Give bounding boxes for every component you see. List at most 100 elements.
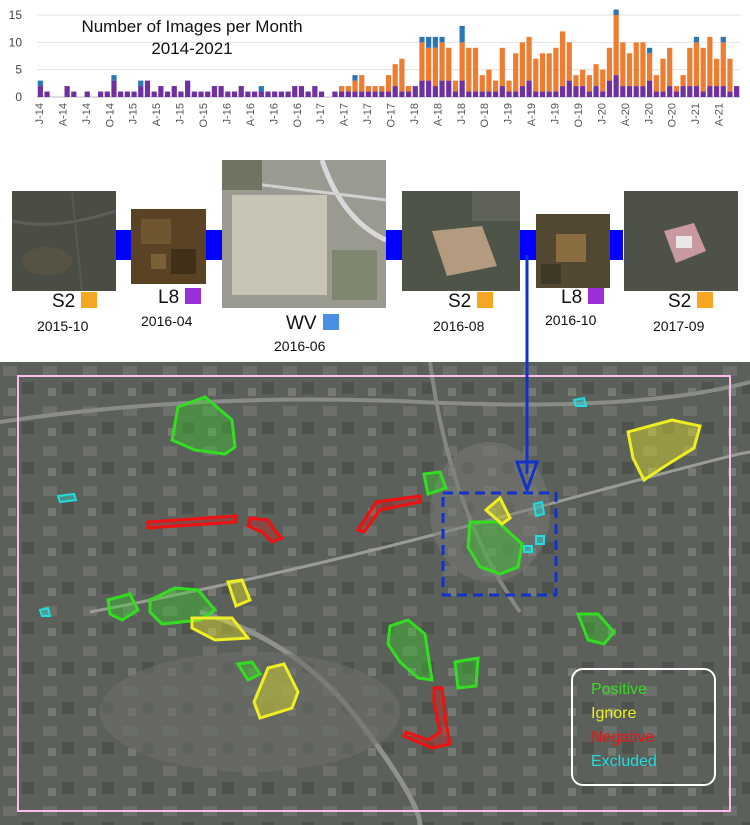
bar-segment-series-0	[620, 86, 626, 97]
x-tick-label: J-16	[221, 103, 233, 124]
sensor-swatch-l8	[185, 288, 202, 304]
map-legend: Positive Ignore Negative Excluded	[571, 668, 716, 786]
bar-segment-series-0	[653, 91, 659, 97]
caption-sensor-label-0: S2	[52, 291, 76, 312]
bar-segment-series-0	[446, 80, 452, 97]
bar-segment-series-0	[278, 91, 284, 97]
bar-segment-series-0	[539, 91, 546, 97]
bar-segment-series-1	[359, 75, 365, 92]
bar-segment-series-0	[251, 91, 258, 97]
bar-segment-series-1	[399, 58, 405, 92]
bar-segment-series-0	[305, 91, 311, 97]
caption-date-0: 2015-10	[37, 318, 89, 334]
bar-segment-series-1	[620, 42, 626, 87]
bar-segment-series-0	[452, 91, 459, 97]
bar-segment-series-0	[205, 91, 211, 97]
bar-segment-series-1	[626, 53, 633, 87]
caption-sensor-label-2: WV	[286, 313, 317, 334]
x-tick-label: J-17	[315, 103, 327, 124]
thumbnail-l8-2016-10	[536, 214, 610, 288]
bar-segment-series-0	[191, 91, 197, 97]
caption-sensor-1: L8	[158, 287, 202, 309]
negative-region	[401, 686, 452, 750]
thumbnail-l8-2016-04	[131, 209, 206, 284]
bar-segment-series-1	[345, 86, 351, 92]
bar-segment-series-1	[667, 47, 673, 87]
bar-segment-series-0	[124, 91, 130, 97]
bar-segment-series-0	[318, 91, 325, 97]
bar-segment-series-0	[171, 86, 177, 97]
x-tick-label: J-18	[409, 103, 421, 124]
bar-segment-series-0	[419, 80, 425, 97]
bar-segment-series-0	[593, 86, 599, 97]
x-tick-label: A-17	[339, 103, 351, 126]
bar-segment-series-0	[352, 91, 358, 97]
bar-segment-series-0	[613, 75, 619, 97]
caption-sensor-label-5: S2	[668, 291, 692, 312]
bar-segment-series-0	[265, 91, 271, 97]
bar-segment-series-0	[312, 86, 318, 97]
bar-segment-series-1	[727, 58, 733, 92]
y-axis-ticks: 0 5 10 15	[9, 8, 23, 104]
bar-segment-series-0	[707, 86, 713, 97]
bar-segment-series-0	[426, 80, 432, 97]
bar-segment-series-1	[446, 47, 452, 81]
bar-segment-series-1	[352, 80, 358, 92]
bar-segment-series-1	[533, 58, 539, 92]
positive-region	[386, 618, 434, 682]
x-tick-label: J-18	[456, 103, 468, 124]
map-frame	[17, 375, 731, 812]
bar-segment-series-0	[700, 91, 706, 97]
bar-segment-series-0	[586, 91, 592, 97]
chart-title-line1: Number of Images per Month	[81, 17, 303, 36]
roi-dashed-box	[441, 491, 558, 597]
bar-segment-series-0	[185, 80, 191, 97]
caption-sensor-5: S2	[668, 291, 714, 313]
bar-segment-series-1	[660, 58, 666, 92]
chart-title: Number of Images per Month 2014-2021	[52, 16, 332, 60]
bar-segment-series-0	[693, 86, 700, 97]
caption-date-2: 2016-06	[274, 338, 326, 354]
bar-segment-series-1	[432, 47, 438, 87]
bar-segment-series-1	[539, 53, 546, 92]
bar-segment-series-0	[245, 91, 251, 97]
bar-segment-series-0	[97, 91, 104, 97]
bar-segment-series-1	[526, 36, 532, 81]
x-tick-label: O-19	[573, 103, 585, 127]
x-tick-label: A-20	[620, 103, 632, 126]
bar-segment-series-0	[600, 91, 606, 97]
bar-segment-series-0	[84, 91, 90, 97]
bar-segment-series-0	[486, 91, 492, 97]
legend-excluded: Excluded	[591, 753, 657, 770]
excluded-region	[572, 396, 588, 407]
bar-segment-series-0	[198, 91, 204, 97]
bar-segment-series-2	[439, 36, 445, 43]
x-axis-ticks: J-14 A-14 J-14 O-14 J-15 A-15 J-15 O-15 J-16 A-16…	[34, 103, 726, 127]
bar-segment-series-0	[144, 80, 151, 97]
bar-segment-series-1	[606, 47, 613, 81]
ignore-region	[626, 418, 702, 483]
bar-segment-series-0	[365, 91, 372, 97]
positive-region	[106, 592, 140, 622]
chart-bars	[37, 9, 740, 97]
sensor-swatch-wv	[322, 314, 339, 330]
bar-segment-series-0	[459, 80, 465, 97]
bar-segment-series-0	[466, 91, 472, 97]
bar-segment-series-0	[405, 91, 412, 97]
bar-segment-series-1	[580, 69, 586, 87]
bar-segment-series-2	[37, 80, 43, 87]
bar-segment-series-1	[566, 42, 572, 81]
bar-segment-series-2	[138, 80, 144, 87]
bar-segment-series-0	[345, 91, 351, 97]
bar-segment-series-0	[734, 86, 740, 97]
bar-segment-series-2	[432, 36, 438, 48]
bar-segment-series-0	[258, 91, 264, 97]
bar-segment-series-0	[553, 91, 559, 97]
legend-negative: Negative	[591, 729, 655, 746]
negative-region	[355, 494, 422, 534]
bar-segment-series-0	[687, 86, 693, 97]
bar-segment-series-1	[546, 53, 552, 92]
bar-segment-series-1	[506, 80, 512, 92]
bar-segment-series-0	[640, 86, 646, 97]
